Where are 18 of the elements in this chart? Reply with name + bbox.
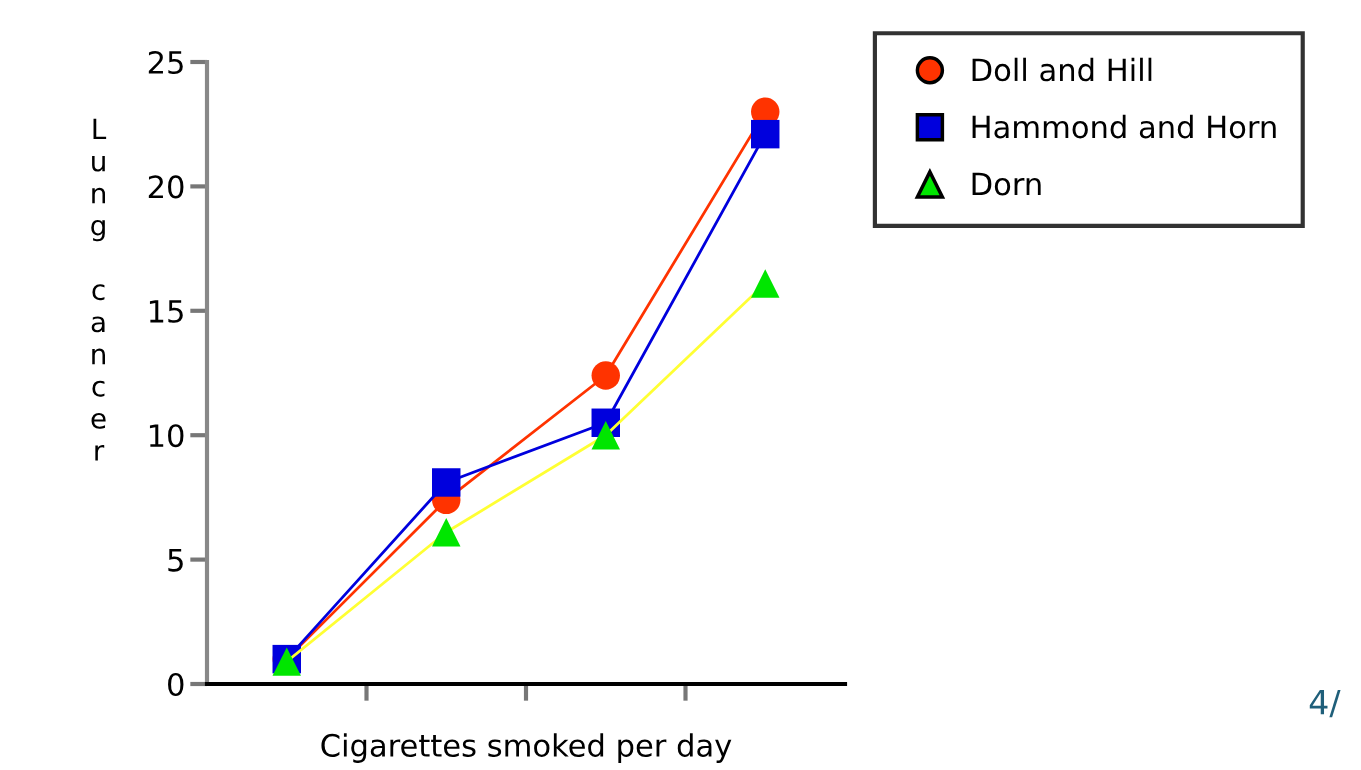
y-tick-label: 10 [149, 424, 184, 448]
y-tick-label: 5 [168, 548, 183, 572]
point [591, 420, 620, 450]
point [432, 518, 461, 547]
text: 4/ [1309, 689, 1341, 718]
legend-label: Doll and Hill [972, 57, 1152, 82]
text: Lung cancer [91, 118, 107, 461]
legend-label: Hammond and Horn [972, 114, 1276, 139]
y-tick-label: 15 [149, 300, 183, 323]
y-tick-label: 0 [168, 672, 184, 697]
point [591, 361, 620, 390]
x-axis-title: Cigarettes smoked per day [321, 733, 732, 763]
y-tick-label: 25 [148, 50, 183, 75]
legend-label: Dorn [972, 172, 1041, 196]
point [432, 468, 461, 497]
point [751, 119, 780, 149]
point [751, 269, 780, 298]
y-tick-label: 20 [148, 175, 184, 199]
